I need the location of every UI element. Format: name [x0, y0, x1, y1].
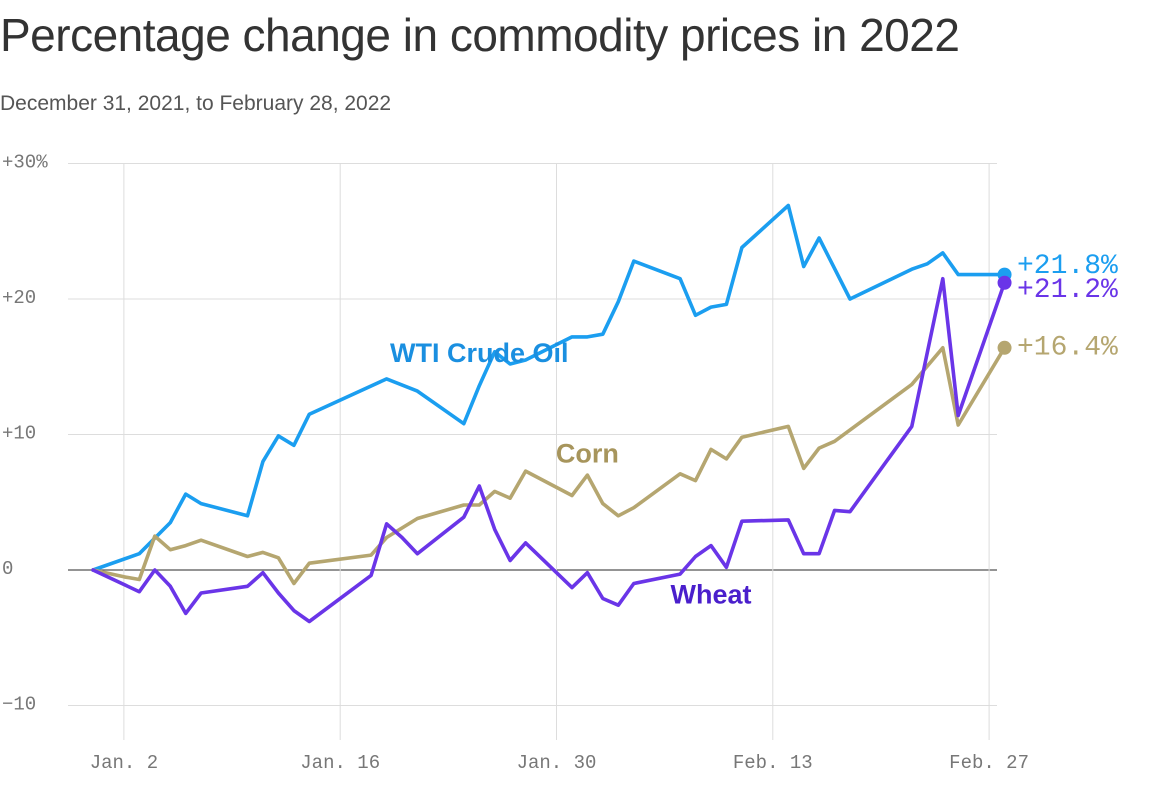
series-layer: [91, 203, 1012, 624]
series-line-wti-crude-oil: [91, 203, 1007, 572]
label-layer: +21.8% +16.4% +21.2% WTI Crude Oil Corn Wheat: [390, 251, 1118, 609]
series-label-corn: Corn: [556, 438, 619, 468]
series-label-wti-crude-oil: WTI Crude Oil: [390, 338, 569, 368]
x-tick-label: Feb. 13: [733, 752, 813, 774]
y-tick-label: +10: [2, 423, 36, 445]
chart-subtitle: December 31, 2021, to February 28, 2022: [0, 92, 392, 115]
axis-layer: +30% +20 +10 0 −10 Jan. 2 Jan. 16 Jan. 30 Feb. 1…: [2, 152, 1029, 775]
end-label-corn: +16.4%: [1017, 332, 1118, 363]
x-tick-label: Jan. 16: [300, 752, 380, 774]
end-point-wheat: [997, 275, 1012, 290]
series-line-wheat: [91, 276, 1007, 624]
end-label-wti-crude-oil: +21.8%: [1017, 251, 1118, 282]
y-tick-label: +20: [2, 287, 36, 309]
y-tick-label: +30%: [2, 152, 48, 174]
y-tick-label: −10: [2, 694, 36, 716]
end-point-corn: [997, 340, 1012, 355]
x-tick-label: Feb. 27: [949, 752, 1029, 774]
chart-title: Percentage change in commodity prices in…: [0, 9, 960, 61]
series-label-wheat: Wheat: [671, 579, 752, 609]
x-tick-label: Jan. 2: [90, 752, 158, 774]
x-tick-label: Jan. 30: [517, 752, 597, 774]
y-tick-label: 0: [2, 558, 13, 580]
end-label-wheat: +21.2%: [1017, 275, 1118, 306]
grid-layer: [68, 163, 997, 740]
series-line-corn: [91, 346, 1007, 586]
